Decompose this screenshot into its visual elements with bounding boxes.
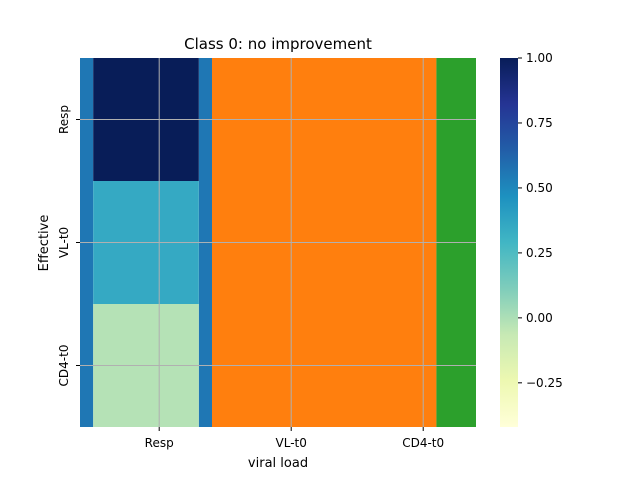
colorbar-tick-label: 0.75 [526, 116, 553, 130]
y-axis-label: Effective [37, 215, 52, 272]
y-tick-label: CD4-t0 [57, 345, 71, 387]
colorbar-tick-label: −0.25 [526, 376, 563, 390]
plot-area [80, 58, 476, 427]
x-axis: Resp VL-t0 CD4-t0 [145, 427, 444, 450]
colorbar: 1.00 0.75 0.50 0.25 0.00 −0.25 [500, 51, 563, 427]
colorbar-tick-label: 0.25 [526, 246, 553, 260]
colorbar-tick-label: 0.50 [526, 181, 553, 195]
y-tick-label: VL-t0 [57, 227, 71, 258]
colorbar-tick-label: 0.00 [526, 311, 553, 325]
x-tick-label: VL-t0 [276, 436, 307, 450]
x-axis-label: viral load [248, 456, 308, 471]
y-tick-label: Resp [57, 105, 71, 134]
colorbar-tick-label: 1.00 [526, 51, 553, 65]
x-tick-label: CD4-t0 [402, 436, 444, 450]
x-tick-label: Resp [145, 436, 174, 450]
colorbar-gradient [500, 58, 518, 427]
chart-title: Class 0: no improvement [184, 35, 372, 53]
y-axis: Resp VL-t0 CD4-t0 [57, 105, 80, 387]
